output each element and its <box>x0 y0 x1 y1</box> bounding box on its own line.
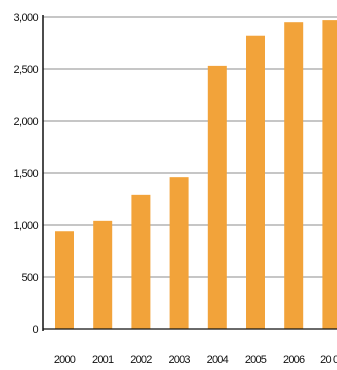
x-tick-label: 2003 <box>168 354 190 366</box>
bar-2003 <box>169 177 189 329</box>
x-tick-label: 2004 <box>207 354 229 366</box>
x-tick-label: 2005 <box>245 354 267 366</box>
y-tick-label: 2,500 <box>13 64 38 76</box>
bar-2001 <box>93 220 113 329</box>
x-tick-label: 2002 <box>130 354 152 366</box>
axes <box>42 15 337 331</box>
bar-2004 <box>207 65 227 329</box>
bar-2000 <box>55 231 74 329</box>
y-tick-labels: 0 500 1,000 1,500 2,000 2,500 3,000 <box>13 12 39 336</box>
y-tick-label: 3,000 <box>13 12 38 24</box>
y-tick-label: 0 <box>32 324 38 336</box>
x-tick-label: 2006 <box>283 354 305 366</box>
x-tick-labels: 2000 2001 2002 2003 2004 2005 2006 20 07 <box>54 354 337 366</box>
x-tick-label: 2000 <box>54 354 76 366</box>
y-tick-label: 1,500 <box>13 168 38 180</box>
x-tick-label: 2001 <box>92 354 114 366</box>
bar-2007 <box>322 20 337 330</box>
y-tick-label: 1,000 <box>13 220 38 232</box>
bar-2005 <box>246 35 265 329</box>
bar-2002 <box>131 194 151 329</box>
x-tick-label: 20 07 <box>320 354 337 366</box>
bar-2006 <box>284 22 304 329</box>
y-tick-label: 500 <box>21 272 38 284</box>
y-tick-label: 2,000 <box>13 116 38 128</box>
bars <box>55 20 337 330</box>
